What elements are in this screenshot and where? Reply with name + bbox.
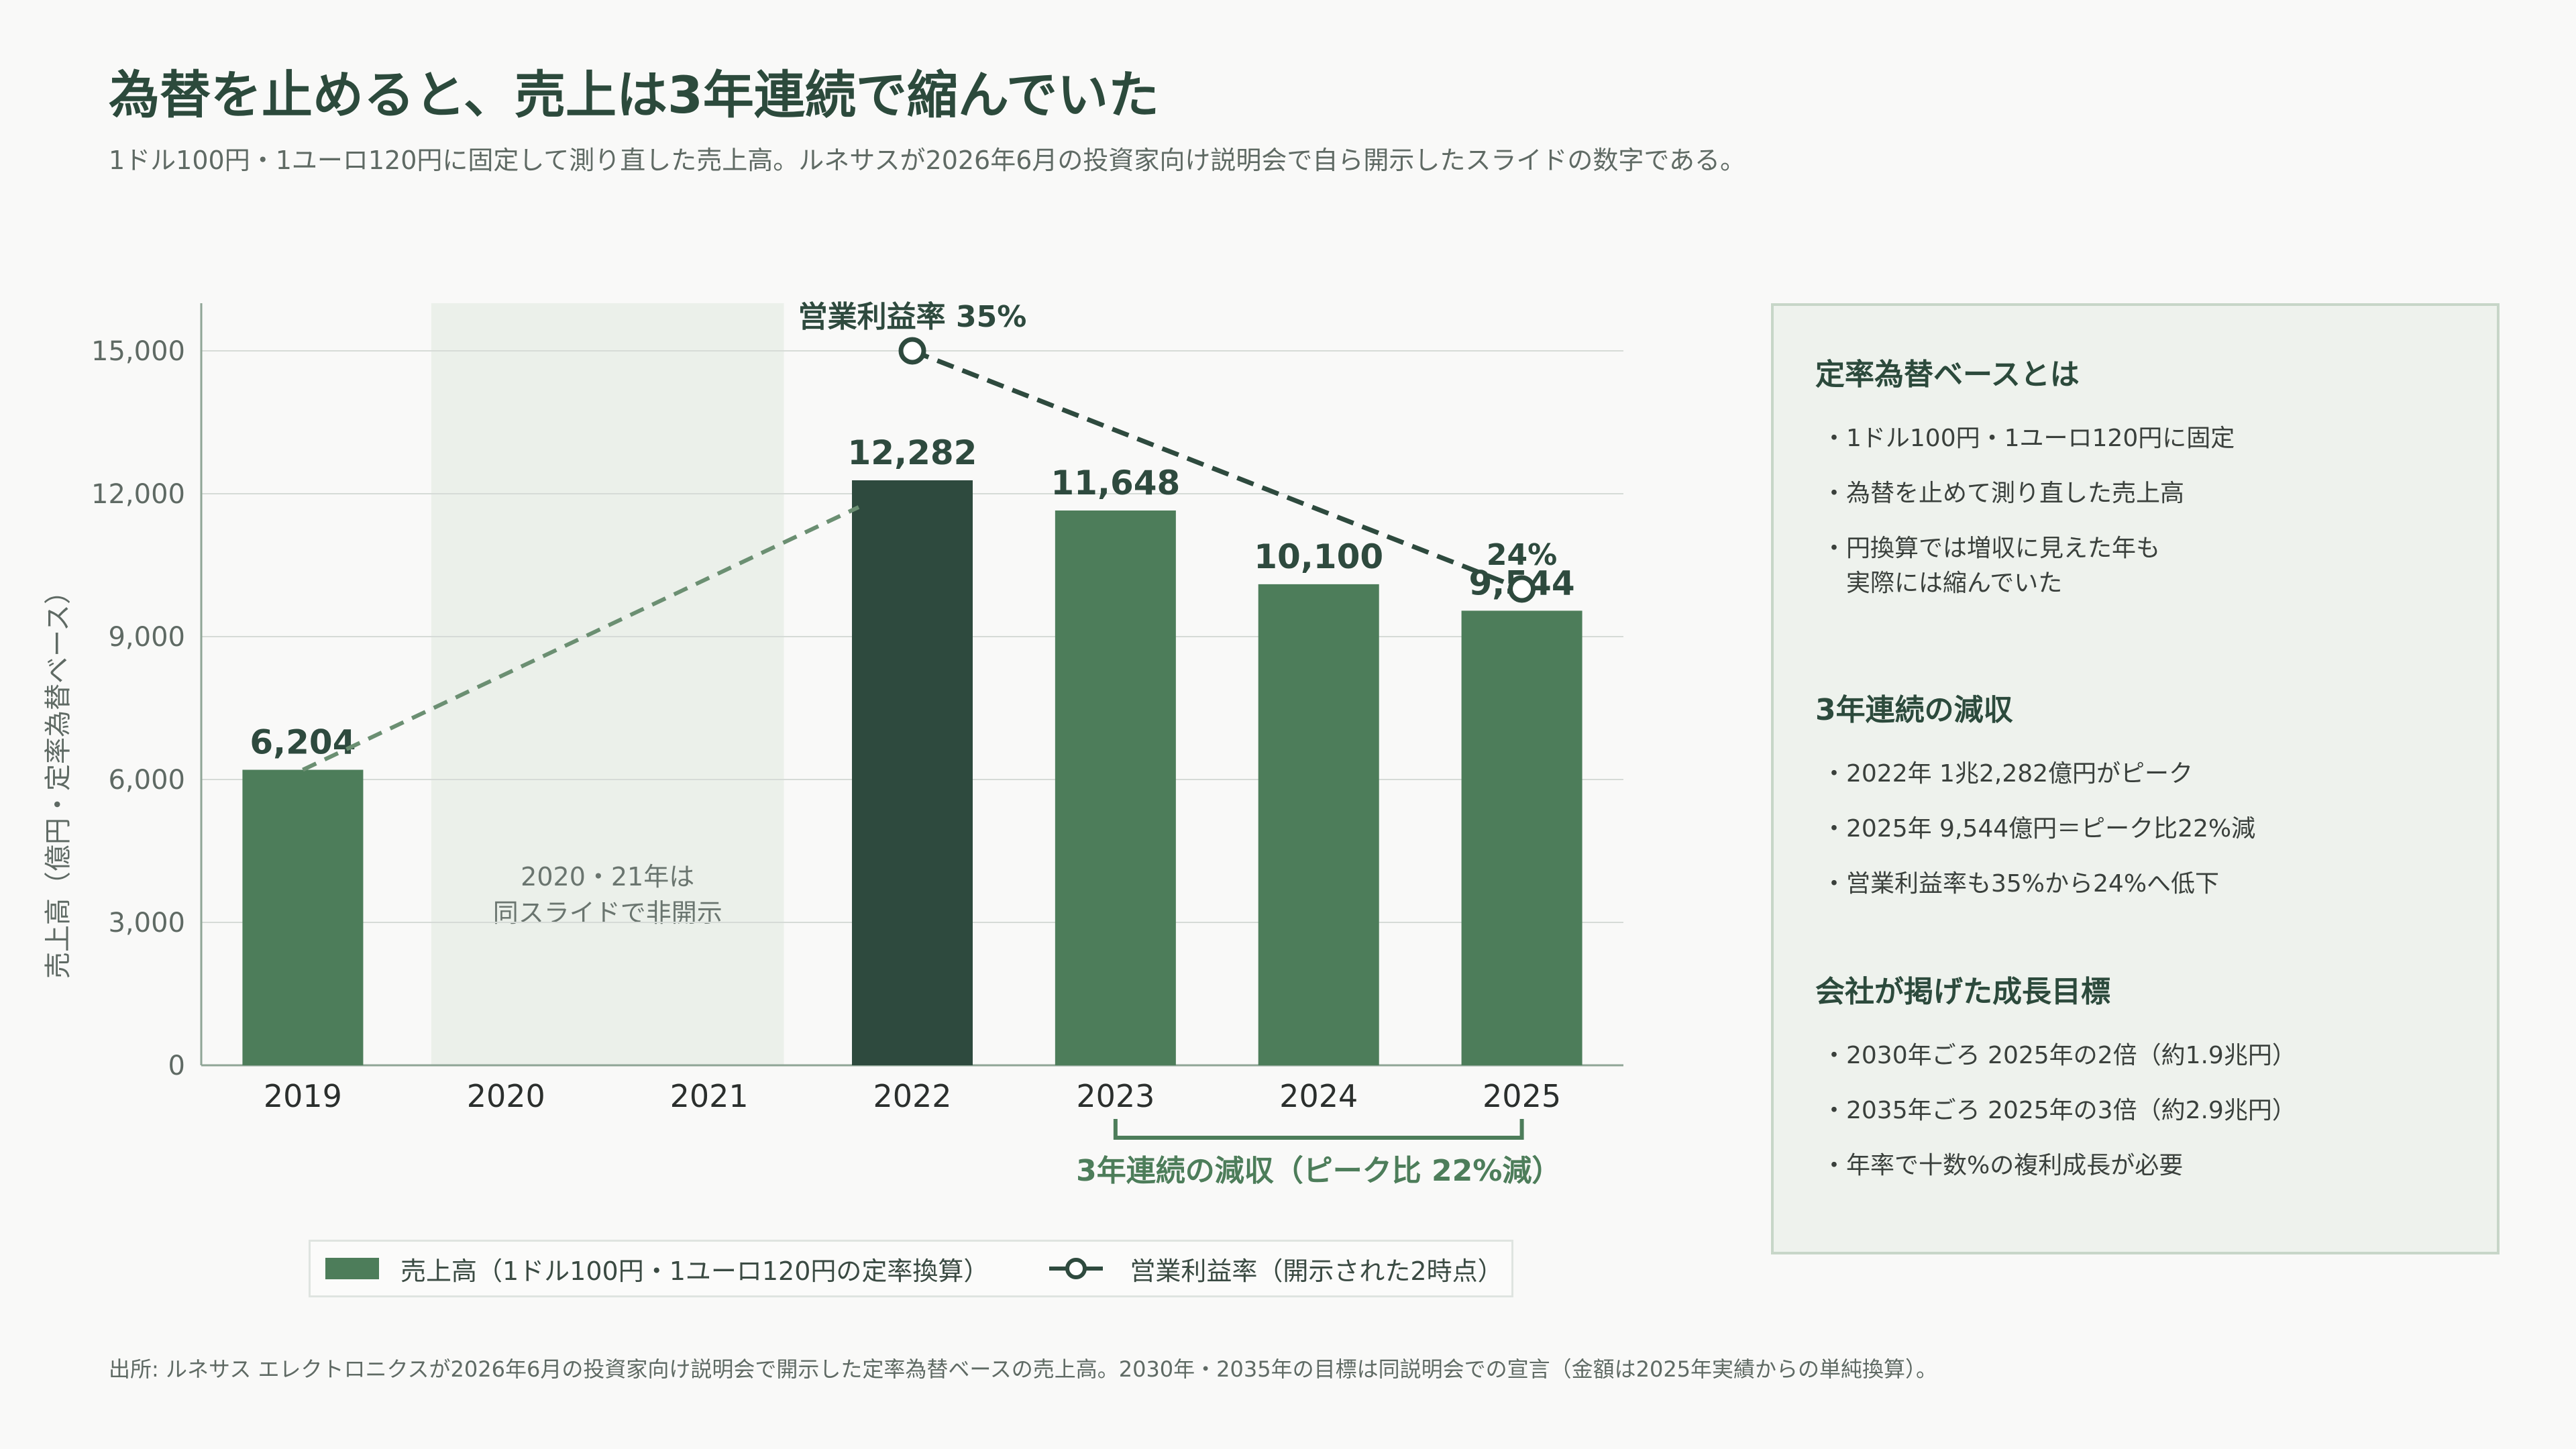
y-tick-label: 12,000: [91, 479, 185, 510]
x-tick-label: 2025: [1483, 1078, 1561, 1114]
margin-point: [898, 337, 926, 365]
legend-bar-swatch: [325, 1258, 379, 1279]
legend-item-revenue: 売上高（1ドル100円・1ユーロ120円の定率換算）: [311, 1250, 989, 1287]
section-heading-targets: 会社が掲げた成長目標: [1815, 975, 2110, 1009]
margin-line: [911, 348, 1523, 592]
page-title: 為替を止めると、売上は3年連続で縮んでいた: [109, 65, 1160, 125]
trend-connector-line: [302, 505, 860, 772]
undisclosed-note: 同スライドで非開示: [493, 898, 722, 928]
bar: [242, 769, 364, 1065]
bar: [1258, 584, 1379, 1065]
decline-bracket: [1113, 1119, 1524, 1140]
legend-line-label: 営業利益率（開示された2時点）: [1130, 1256, 1503, 1286]
undisclosed-region: [431, 303, 784, 1065]
bar-value-label: 10,100: [1254, 537, 1383, 576]
info-panel: 定率為替ベースとは ・1ドル100円・1ユーロ120円に固定 ・為替を止めて測り…: [1771, 303, 2500, 1254]
bar-value-label: 11,648: [1051, 464, 1180, 502]
x-tick-label: 2019: [264, 1078, 342, 1114]
bar: [1055, 510, 1176, 1065]
margin-label: 営業利益率 35%: [798, 300, 1027, 334]
chart-legend: 売上高（1ドル100円・1ユーロ120円の定率換算） 営業利益率（開示された2時…: [309, 1240, 1513, 1297]
bar-value-label: 12,282: [848, 433, 977, 472]
definition-item: ・為替を止めて測り直した売上高: [1822, 480, 2185, 507]
target-item: ・年率で十数%の複利成長が必要: [1822, 1152, 2184, 1179]
definition-item: ・円換算では増収に見えた年も 実際には縮んでいた: [1822, 535, 2161, 597]
decline-item: ・営業利益率も35%から24%へ低下: [1822, 870, 2220, 898]
source-footnote: 出所: ルネサス エレクトロニクスが2026年6月の投資家向け説明会で開示した定…: [109, 1356, 1938, 1382]
x-tick-label: 2024: [1279, 1078, 1358, 1114]
bar: [852, 480, 973, 1065]
y-axis-label: 売上高（億円・定率為替ベース）: [43, 578, 74, 979]
x-tick-label: 2021: [670, 1078, 749, 1114]
y-tick-label: 0: [168, 1051, 185, 1081]
section-heading-decline: 3年連続の減収: [1815, 693, 2013, 727]
section-heading-definition: 定率為替ベースとは: [1815, 358, 2080, 392]
y-tick-label: 9,000: [108, 622, 185, 653]
y-tick-label: 3,000: [108, 908, 185, 938]
bar: [1461, 610, 1582, 1065]
definition-item: ・1ドル100円・1ユーロ120円に固定: [1822, 425, 2235, 452]
y-tick-label: 15,000: [91, 336, 185, 367]
margin-point: [1508, 575, 1536, 603]
legend-bar-label: 売上高（1ドル100円・1ユーロ120円の定率換算）: [400, 1256, 989, 1286]
bar-value-label: 6,204: [250, 723, 356, 762]
decline-item: ・2022年 1兆2,282億円がピーク: [1822, 760, 2194, 788]
x-tick-label: 2023: [1076, 1078, 1155, 1114]
decline-bracket-label: 3年連続の減収（ピーク比 22%減）: [1076, 1154, 1561, 1188]
y-tick-label: 6,000: [108, 765, 185, 796]
target-item: ・2030年ごろ 2025年の2倍（約1.9兆円）: [1822, 1042, 2296, 1069]
page-subtitle: 1ドル100円・1ユーロ120円に固定して測り直した売上高。ルネサスが2026年…: [109, 146, 1746, 175]
legend-item-margin: 営業利益率（開示された2時点）: [989, 1250, 1503, 1287]
x-tick-label: 2022: [873, 1078, 951, 1114]
margin-label: 24%: [1487, 538, 1557, 572]
legend-line-marker-icon: [1049, 1258, 1104, 1279]
undisclosed-note: 2020・21年は: [521, 862, 694, 892]
decline-item: ・2025年 9,544億円＝ピーク比22%減: [1822, 815, 2256, 843]
x-tick-label: 2020: [467, 1078, 545, 1114]
target-item: ・2035年ごろ 2025年の3倍（約2.9兆円）: [1822, 1097, 2296, 1124]
